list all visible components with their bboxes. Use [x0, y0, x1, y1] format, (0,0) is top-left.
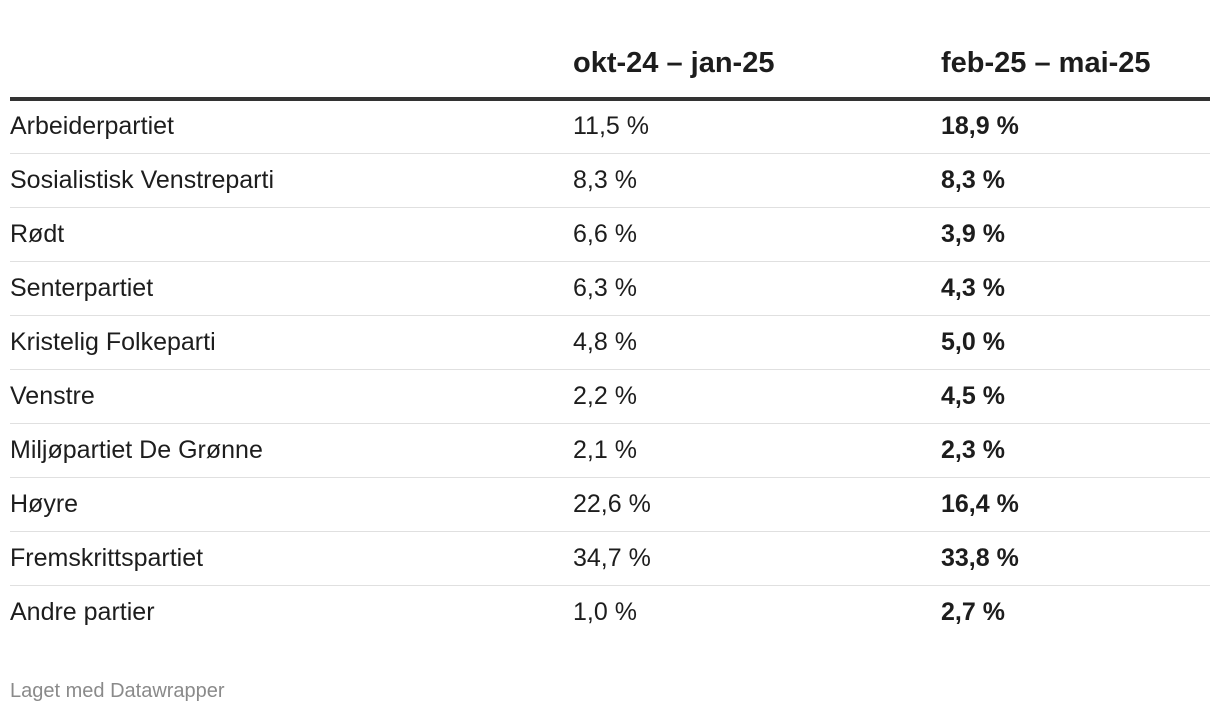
results-table-container: okt-24 – jan-25 feb-25 – mai-25 Arbeider… [10, 0, 1210, 639]
value-period-2: 33,8 % [941, 531, 1210, 586]
party-name: Sosialistisk Venstreparti [10, 153, 573, 208]
value-period-1: 2,2 % [573, 369, 941, 424]
value-period-2: 4,3 % [941, 261, 1210, 316]
table-row: Sosialistisk Venstreparti 8,3 % 8,3 % [10, 153, 1210, 208]
value-period-2: 4,5 % [941, 369, 1210, 424]
table-row: Høyre 22,6 % 16,4 % [10, 477, 1210, 532]
table-row: Andre partier 1,0 % 2,7 % [10, 585, 1210, 639]
table-row: Kristelig Folkeparti 4,8 % 5,0 % [10, 315, 1210, 370]
party-name: Fremskrittspartiet [10, 531, 573, 586]
value-period-2: 18,9 % [941, 99, 1210, 154]
datawrapper-credit[interactable]: Laget med Datawrapper [10, 680, 225, 702]
value-period-1: 4,8 % [573, 315, 941, 370]
table-row: Miljøpartiet De Grønne 2,1 % 2,3 % [10, 423, 1210, 478]
value-period-1: 1,0 % [573, 597, 637, 626]
header-party [10, 0, 573, 101]
value-period-2: 5,0 % [941, 315, 1210, 370]
value-period-1: 6,3 % [573, 261, 941, 316]
table-row: Senterpartiet 6,3 % 4,3 % [10, 261, 1210, 316]
value-period-1: 6,6 % [573, 207, 941, 262]
value-period-1: 34,7 % [573, 531, 941, 586]
party-name: Senterpartiet [10, 261, 573, 316]
value-period-2: 2,3 % [941, 423, 1210, 478]
party-name: Høyre [10, 477, 573, 532]
value-period-2: 3,9 % [941, 207, 1210, 262]
value-period-2: 16,4 % [941, 477, 1210, 532]
value-period-2: 8,3 % [941, 153, 1210, 208]
results-table: okt-24 – jan-25 feb-25 – mai-25 Arbeider… [10, 0, 1210, 639]
header-period-1: okt-24 – jan-25 [573, 0, 941, 101]
party-name: Rødt [10, 207, 573, 262]
party-name: Kristelig Folkeparti [10, 315, 573, 370]
table-row: Arbeiderpartiet 11,5 % 18,9 % [10, 99, 1210, 154]
table-row: Fremskrittspartiet 34,7 % 33,8 % [10, 531, 1210, 586]
value-period-1: 8,3 % [573, 153, 941, 208]
table-row: Rødt 6,6 % 3,9 % [10, 207, 1210, 262]
value-period-2: 2,7 % [941, 597, 1005, 626]
party-name: Miljøpartiet De Grønne [10, 423, 573, 478]
header-row: okt-24 – jan-25 feb-25 – mai-25 [10, 0, 1210, 101]
table-body: Arbeiderpartiet 11,5 % 18,9 % Sosialisti… [10, 99, 1210, 639]
party-name: Arbeiderpartiet [10, 99, 573, 154]
party-name: Andre partier [10, 597, 155, 626]
party-name: Venstre [10, 369, 573, 424]
value-period-1: 22,6 % [573, 477, 941, 532]
value-period-1: 11,5 % [573, 99, 941, 154]
table-header: okt-24 – jan-25 feb-25 – mai-25 [10, 0, 1210, 101]
value-period-1: 2,1 % [573, 423, 941, 478]
table-row: Venstre 2,2 % 4,5 % [10, 369, 1210, 424]
header-period-2: feb-25 – mai-25 [941, 0, 1210, 101]
